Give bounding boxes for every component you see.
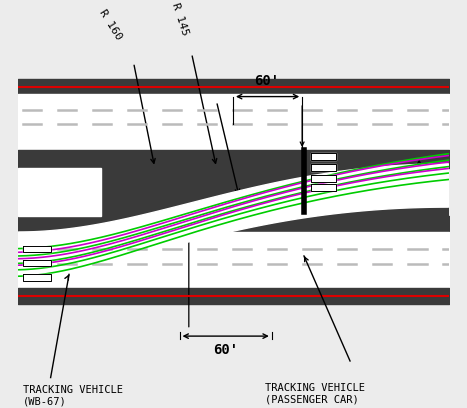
Text: R 160: R 160 [97, 7, 124, 41]
Polygon shape [18, 168, 101, 216]
Polygon shape [18, 164, 449, 276]
Text: 60': 60' [213, 343, 238, 357]
Polygon shape [180, 168, 449, 216]
Text: TRACKING VEHICLE
(WB-67): TRACKING VEHICLE (WB-67) [23, 385, 123, 407]
Text: R 145: R 145 [170, 2, 190, 37]
Polygon shape [18, 168, 304, 216]
Text: 60': 60' [255, 74, 280, 88]
Text: TRACKING VEHICLE
(PASSENGER CAR): TRACKING VEHICLE (PASSENGER CAR) [265, 384, 365, 405]
